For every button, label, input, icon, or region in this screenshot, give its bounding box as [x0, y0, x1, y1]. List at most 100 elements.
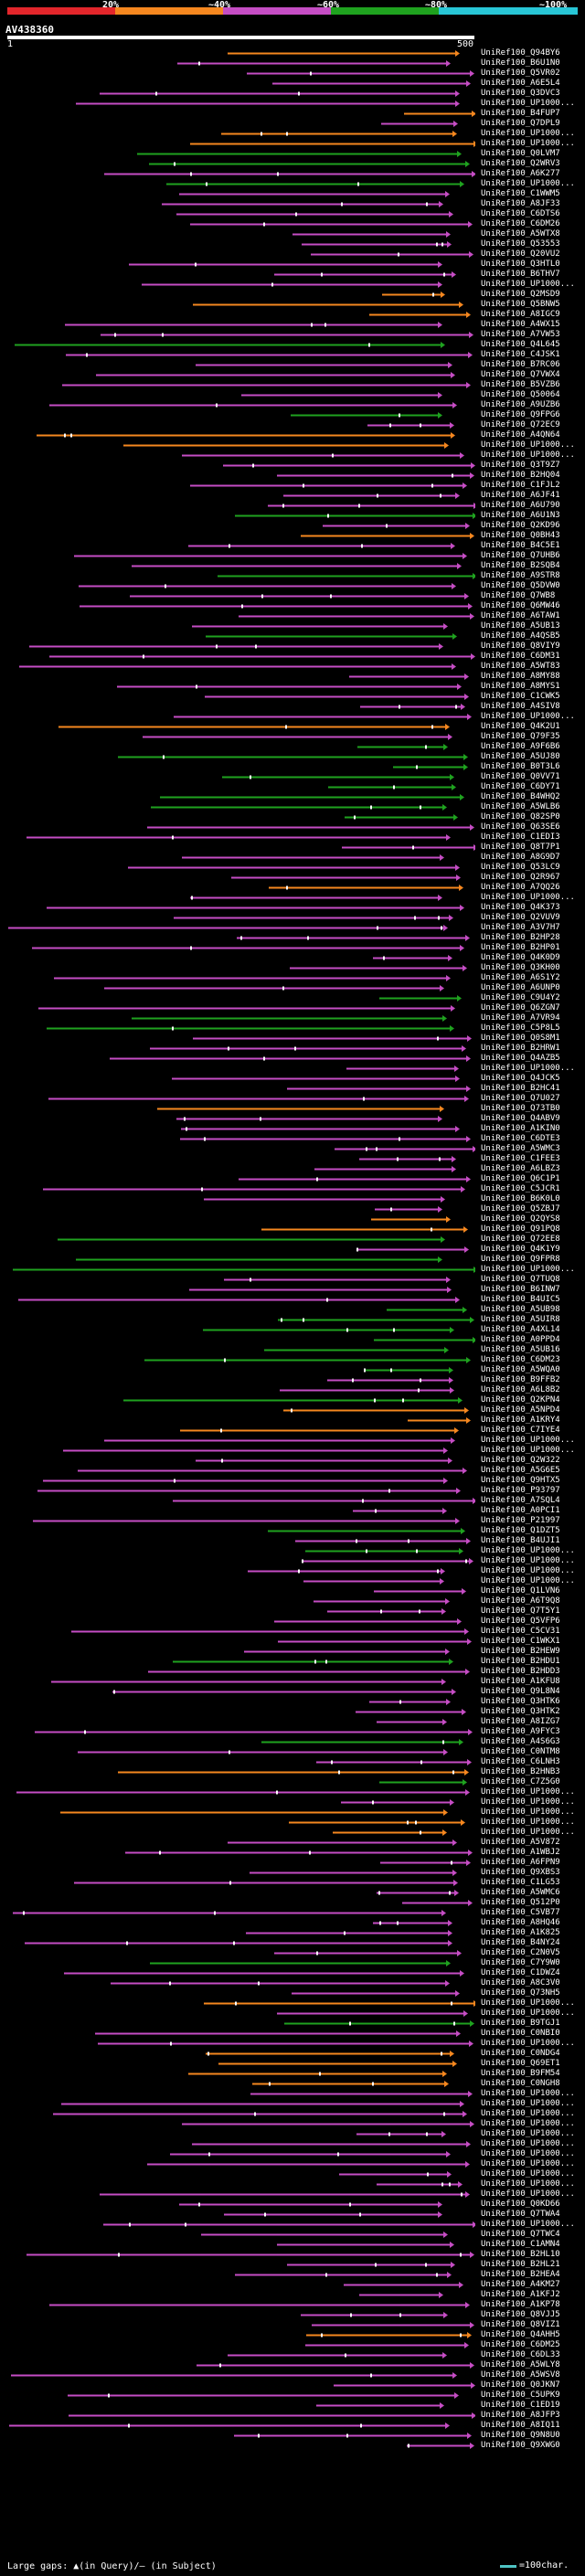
hit-label[interactable]: UniRef100_UP1000...	[481, 1265, 575, 1274]
hit-label[interactable]: UniRef100_Q3HTL0	[481, 260, 560, 269]
hit-label[interactable]: UniRef100_UP1000...	[481, 1998, 575, 2008]
hit-label[interactable]: UniRef100_B2HRW1	[481, 1044, 560, 1053]
hit-label[interactable]: UniRef100_A6UNP0	[481, 983, 560, 992]
hit-label[interactable]: UniRef100_Q5VFP6	[481, 1617, 560, 1626]
hit-label[interactable]: UniRef100_UP1000...	[481, 1787, 575, 1797]
hit-label[interactable]: UniRef100_B7RC06	[481, 360, 560, 369]
hit-label[interactable]: UniRef100_A4S6G3	[481, 1737, 560, 1746]
hit-label[interactable]: UniRef100_A6TAW1	[481, 611, 560, 620]
hit-label[interactable]: UniRef100_C5VB77	[481, 1908, 560, 1917]
hit-label[interactable]: UniRef100_UP1000...	[481, 893, 575, 902]
hit-label[interactable]: UniRef100_A6LBZ3	[481, 1164, 560, 1173]
hit-label[interactable]: UniRef100_B4UIC5	[481, 1295, 560, 1304]
hit-label[interactable]: UniRef100_Q2MSD9	[481, 290, 560, 299]
hit-label[interactable]: UniRef100_Q512P0	[481, 1898, 560, 1907]
hit-label[interactable]: UniRef100_A9FYC3	[481, 1727, 560, 1736]
hit-label[interactable]: UniRef100_B2HP01	[481, 943, 560, 952]
hit-label[interactable]: UniRef100_Q7TUQ8	[481, 1275, 560, 1284]
hit-label[interactable]: UniRef100_Q0BH43	[481, 531, 560, 540]
hit-label[interactable]: UniRef100_C1FJL2	[481, 481, 560, 490]
hit-label[interactable]: UniRef100_A4WX15	[481, 320, 560, 329]
hit-label[interactable]: UniRef100_UP1000...	[481, 1546, 575, 1555]
hit-label[interactable]: UniRef100_Q8T7P1	[481, 843, 560, 852]
hit-label[interactable]: UniRef100_C1DWZ4	[481, 1968, 560, 1977]
hit-label[interactable]: UniRef100_Q6C1P1	[481, 1174, 560, 1183]
hit-label[interactable]: UniRef100_Q5ZBJ7	[481, 1204, 560, 1214]
hit-label[interactable]: UniRef100_A7SQL4	[481, 1496, 560, 1505]
hit-label[interactable]: UniRef100_UP1000...	[481, 2159, 575, 2168]
hit-label[interactable]: UniRef100_Q2R967	[481, 873, 560, 882]
hit-label[interactable]: UniRef100_Q91PQ8	[481, 1224, 560, 1234]
hit-label[interactable]: UniRef100_Q4ABV9	[481, 1114, 560, 1123]
hit-label[interactable]: UniRef100_Q0LVM7	[481, 149, 560, 158]
hit-label[interactable]: UniRef100_C6DTS6	[481, 209, 560, 218]
hit-label[interactable]: UniRef100_Q6ZGN7	[481, 1003, 560, 1012]
hit-label[interactable]: UniRef100_Q5VR02	[481, 69, 560, 78]
hit-label[interactable]: UniRef100_Q9XBS3	[481, 1868, 560, 1877]
hit-label[interactable]: UniRef100_Q3KH00	[481, 963, 560, 972]
hit-label[interactable]: UniRef100_Q20VU2	[481, 249, 560, 259]
hit-label[interactable]: UniRef100_UP1000...	[481, 1797, 575, 1807]
hit-label[interactable]: UniRef100_A8C3V0	[481, 1978, 560, 1988]
hit-label[interactable]: UniRef100_Q53553	[481, 239, 560, 249]
hit-label[interactable]: UniRef100_Q7U027	[481, 1094, 560, 1103]
hit-label[interactable]: UniRef100_Q2WRV3	[481, 159, 560, 168]
hit-label[interactable]: UniRef100_Q2QYS8	[481, 1214, 560, 1224]
hit-label[interactable]: UniRef100_A4QSB5	[481, 631, 560, 641]
hit-label[interactable]: UniRef100_A5WSV8	[481, 2370, 560, 2380]
hit-label[interactable]: UniRef100_B2HEA4	[481, 2270, 560, 2279]
hit-label[interactable]: UniRef100_UP1000...	[481, 99, 575, 108]
hit-label[interactable]: UniRef100_Q73NH5	[481, 1988, 560, 1998]
hit-label[interactable]: UniRef100_UP1000...	[481, 2149, 575, 2158]
hit-label[interactable]: UniRef100_A8IZG7	[481, 1717, 560, 1726]
hit-label[interactable]: UniRef100_Q8VIZ1	[481, 2320, 560, 2329]
hit-label[interactable]: UniRef100_B2HDU1	[481, 1657, 560, 1666]
hit-label[interactable]: UniRef100_A0PPD4	[481, 1335, 560, 1344]
hit-label[interactable]: UniRef100_UP1000...	[481, 2009, 575, 2018]
hit-label[interactable]: UniRef100_C9U4Y2	[481, 993, 560, 1002]
hit-label[interactable]: UniRef100_C1ED19	[481, 2401, 560, 2410]
hit-label[interactable]: UniRef100_A0PCI1	[481, 1506, 560, 1515]
hit-label[interactable]: UniRef100_A6E5L4	[481, 79, 560, 88]
hit-label[interactable]: UniRef100_Q79F35	[481, 732, 560, 741]
hit-label[interactable]: UniRef100_A9F6B6	[481, 742, 560, 751]
hit-label[interactable]: UniRef100_C5UPK9	[481, 2390, 560, 2400]
hit-label[interactable]: UniRef100_A4KM27	[481, 2280, 560, 2289]
hit-label[interactable]: UniRef100_Q2KPN4	[481, 1395, 560, 1405]
hit-label[interactable]: UniRef100_UP1000...	[481, 451, 575, 460]
hit-label[interactable]: UniRef100_A5UB16	[481, 1345, 560, 1354]
hit-label[interactable]: UniRef100_Q7UHB6	[481, 551, 560, 560]
hit-label[interactable]: UniRef100_P93797	[481, 1486, 560, 1495]
hit-label[interactable]: UniRef100_A3V7H7	[481, 923, 560, 932]
hit-label[interactable]: UniRef100_C1CWK5	[481, 692, 560, 701]
hit-label[interactable]: UniRef100_C1WKX1	[481, 1637, 560, 1646]
hit-label[interactable]: UniRef100_Q4K2U1	[481, 722, 560, 731]
hit-label[interactable]: UniRef100_UP1000...	[481, 179, 575, 188]
hit-label[interactable]: UniRef100_Q94BY6	[481, 48, 560, 58]
hit-label[interactable]: UniRef100_UP1000...	[481, 1566, 575, 1575]
hit-label[interactable]: UniRef100_Q7T5Y1	[481, 1606, 560, 1616]
hit-label[interactable]: UniRef100_Q73TB0	[481, 1104, 560, 1113]
hit-label[interactable]: UniRef100_A6FPN9	[481, 1858, 560, 1867]
hit-label[interactable]: UniRef100_Q7TWC4	[481, 2230, 560, 2239]
hit-label[interactable]: UniRef100_Q7VWX4	[481, 370, 560, 379]
hit-label[interactable]: UniRef100_UP1000...	[481, 2169, 575, 2178]
hit-label[interactable]: UniRef100_C6DM25	[481, 2340, 560, 2349]
hit-label[interactable]: UniRef100_B2HQ04	[481, 471, 560, 480]
hit-label[interactable]: UniRef100_UP1000...	[481, 1828, 575, 1837]
hit-label[interactable]: UniRef100_B4NY24	[481, 1938, 560, 1947]
hit-label[interactable]: UniRef100_Q3T9Z7	[481, 461, 560, 470]
hit-label[interactable]: UniRef100_B9FM54	[481, 2069, 560, 2078]
hit-label[interactable]: UniRef100_Q0KD66	[481, 2200, 560, 2209]
hit-label[interactable]: UniRef100_A5WLY8	[481, 2360, 560, 2369]
hit-label[interactable]: UniRef100_Q3DVC3	[481, 89, 560, 98]
hit-label[interactable]: UniRef100_B2SQB4	[481, 561, 560, 570]
hit-label[interactable]: UniRef100_A1KFJ2	[481, 2290, 560, 2299]
hit-label[interactable]: UniRef100_Q0S8M1	[481, 1034, 560, 1043]
hit-label[interactable]: UniRef100_UP1000...	[481, 2129, 575, 2138]
hit-label[interactable]: UniRef100_Q63SE6	[481, 822, 560, 832]
hit-label[interactable]: UniRef100_UP1000...	[481, 139, 575, 148]
hit-label[interactable]: UniRef100_Q69ET1	[481, 2059, 560, 2068]
hit-label[interactable]: UniRef100_A5WQA0	[481, 1365, 560, 1374]
hit-label[interactable]: UniRef100_A4QN64	[481, 430, 560, 440]
